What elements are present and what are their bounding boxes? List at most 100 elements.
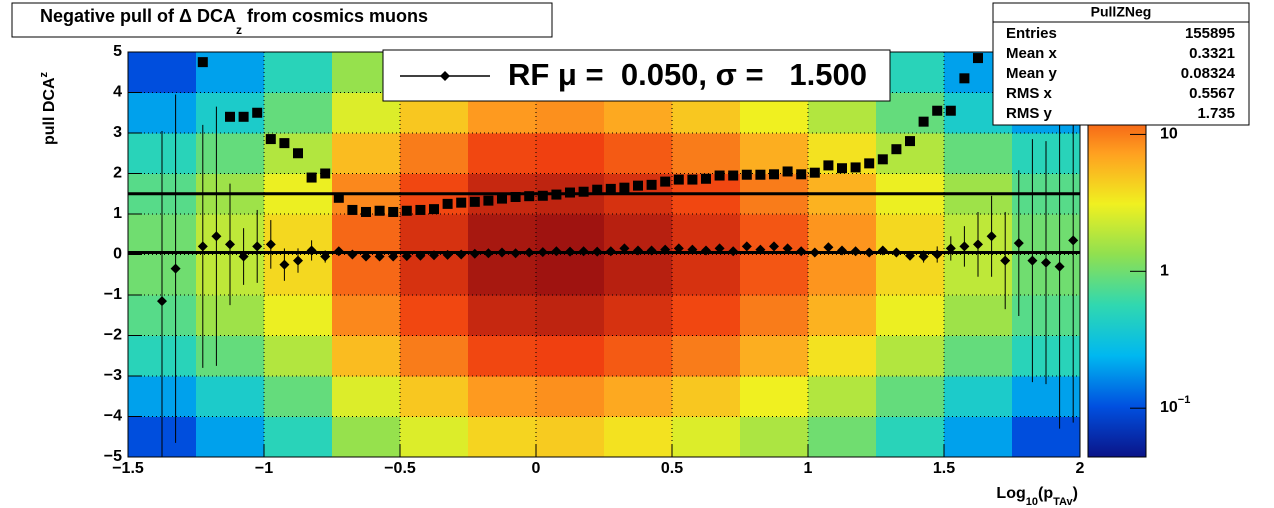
sigma-marker (374, 205, 385, 216)
sigma-marker (673, 174, 684, 185)
z-tick-label: 10−1 (1160, 394, 1190, 416)
heat-cell (1012, 416, 1081, 458)
sigma-marker (510, 191, 521, 202)
sigma-marker (551, 189, 562, 200)
y-tick-label: 2 (113, 165, 122, 182)
y-tick-label: −4 (104, 408, 122, 425)
xlabel-mid: (p (1038, 485, 1053, 502)
sigma-marker (469, 196, 480, 207)
sigma-marker (592, 184, 603, 195)
mean-marker (769, 241, 779, 252)
mean-marker (918, 251, 929, 262)
x-tick-label: 2 (1076, 460, 1085, 477)
mean-marker (1054, 261, 1065, 272)
sigma-marker (932, 105, 943, 116)
mean-marker (279, 259, 290, 270)
stats-value: 0.3321 (1189, 45, 1235, 62)
mean-marker (973, 239, 983, 250)
sigma-marker (741, 169, 752, 180)
sigma-marker (524, 191, 535, 202)
mean-marker (796, 246, 807, 257)
sigma-marker (959, 73, 970, 84)
sigma-marker (701, 173, 711, 184)
sigma-marker (388, 206, 399, 217)
mean-marker (728, 246, 739, 257)
sigma-marker (728, 170, 739, 181)
mean-marker (741, 241, 752, 252)
sigma-marker (864, 158, 875, 169)
mean-marker (320, 251, 331, 262)
sigma-marker (456, 197, 467, 208)
mean-marker (701, 245, 711, 256)
heat-cell (468, 295, 537, 336)
sigma-marker (714, 170, 725, 181)
mean-marker (945, 243, 956, 254)
mean-marker (333, 246, 344, 257)
sigma-marker (633, 180, 643, 191)
sigma-marker (605, 183, 616, 194)
heat-cell (400, 254, 469, 296)
heat-cell (128, 52, 197, 93)
xlabel-end: ) (1073, 485, 1078, 502)
y-tick-label: −5 (104, 448, 122, 465)
sigma-marker (782, 166, 793, 177)
sigma-marker (442, 198, 453, 209)
sigma-marker (415, 204, 426, 215)
mean-marker (225, 239, 235, 250)
y-axis-label: pull DCAz (38, 71, 58, 145)
title-sub: z (236, 23, 242, 37)
sigma-marker (252, 107, 263, 118)
mean-marker (415, 250, 426, 261)
x-tick-label: 1.5 (933, 460, 955, 477)
heat-cell (400, 416, 469, 458)
heat-cell (740, 376, 809, 417)
mean-marker (238, 251, 249, 262)
mean-marker (687, 244, 698, 255)
heat-cell (740, 335, 809, 377)
sigma-marker (660, 176, 671, 187)
stats-label: RMS y (1006, 105, 1053, 122)
heat-cell (468, 416, 537, 458)
mean-marker (673, 243, 684, 254)
mean-marker (592, 246, 603, 257)
heat-cell (332, 295, 401, 336)
ylabel-main: pull DCA (41, 77, 58, 145)
sigma-marker (347, 204, 358, 215)
sigma-marker (755, 169, 766, 180)
mean-marker (578, 246, 589, 257)
mean-marker (565, 246, 575, 257)
y-tick-label: 4 (113, 84, 122, 101)
mean-marker (986, 231, 997, 242)
sigma-marker (320, 168, 331, 179)
heat-cell (468, 376, 537, 417)
chart-title: Negative pull of Δ DCAz from cosmics muo… (40, 6, 428, 37)
sigma-marker (565, 187, 575, 198)
x-tick-label: 0.5 (661, 460, 683, 477)
heat-cell (672, 335, 741, 377)
heat-cell (468, 254, 537, 296)
heat-cell (808, 416, 877, 458)
mean-marker (469, 248, 480, 259)
sigma-marker (238, 111, 249, 122)
mean-marker (388, 251, 399, 262)
stats-label: Mean x (1006, 45, 1058, 62)
heat-cell (400, 295, 469, 336)
mean-marker (306, 245, 317, 256)
heat-cell (332, 214, 401, 255)
heat-cell (332, 416, 401, 458)
sigma-marker (578, 186, 589, 197)
sigma-marker (891, 144, 902, 155)
heat-cell (332, 335, 401, 377)
heat-cell (536, 133, 605, 174)
heat-cell (944, 295, 1013, 336)
mean-marker (524, 247, 535, 258)
sigma-marker (497, 193, 507, 204)
heat-cell (400, 335, 469, 377)
sigma-marker (877, 154, 888, 165)
mean-marker (850, 246, 861, 257)
heat-cell (400, 376, 469, 417)
y-tick-label: 1 (113, 205, 122, 222)
heat-cell (536, 295, 605, 336)
mean-marker (293, 255, 303, 266)
x-tick-label: 0 (532, 460, 541, 477)
